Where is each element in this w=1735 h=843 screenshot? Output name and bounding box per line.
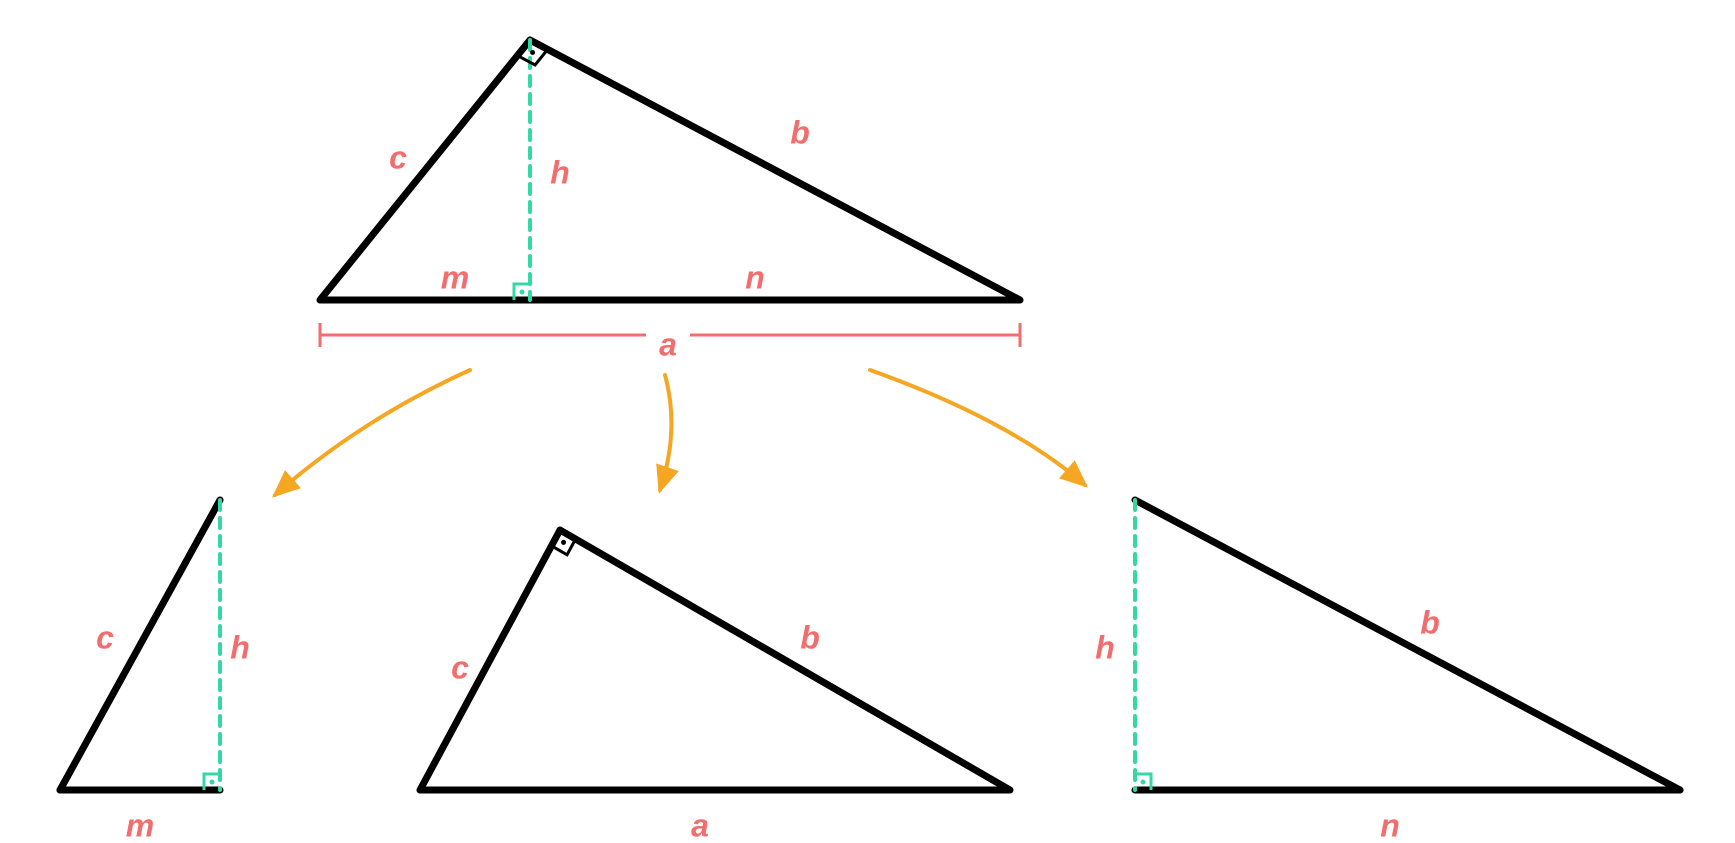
top-triangle	[320, 40, 1020, 300]
br-label-n: n	[1380, 807, 1400, 843]
bm-triangle	[420, 530, 1010, 790]
diagram-canvas: c b h m n a c h m c b a h b n	[0, 0, 1735, 843]
arrow-right	[870, 370, 1085, 485]
bm-label-b: b	[800, 619, 820, 655]
top-label-a: a	[659, 326, 677, 362]
bl-label-m: m	[126, 807, 154, 843]
top-label-h: h	[550, 154, 570, 190]
top-label-c: c	[389, 139, 407, 175]
bl-label-h: h	[230, 629, 250, 665]
br-label-b: b	[1420, 604, 1440, 640]
bl-label-c: c	[96, 619, 114, 655]
bm-label-c: c	[451, 649, 469, 685]
bl-side-c	[60, 500, 220, 790]
br-label-h: h	[1095, 629, 1115, 665]
top-label-n: n	[745, 259, 765, 295]
bm-label-a: a	[691, 807, 709, 843]
arrow-left	[275, 370, 470, 495]
arrow-middle	[660, 375, 671, 490]
top-label-m: m	[441, 259, 469, 295]
br-side-b	[1135, 500, 1680, 790]
top-label-b: b	[790, 114, 810, 150]
